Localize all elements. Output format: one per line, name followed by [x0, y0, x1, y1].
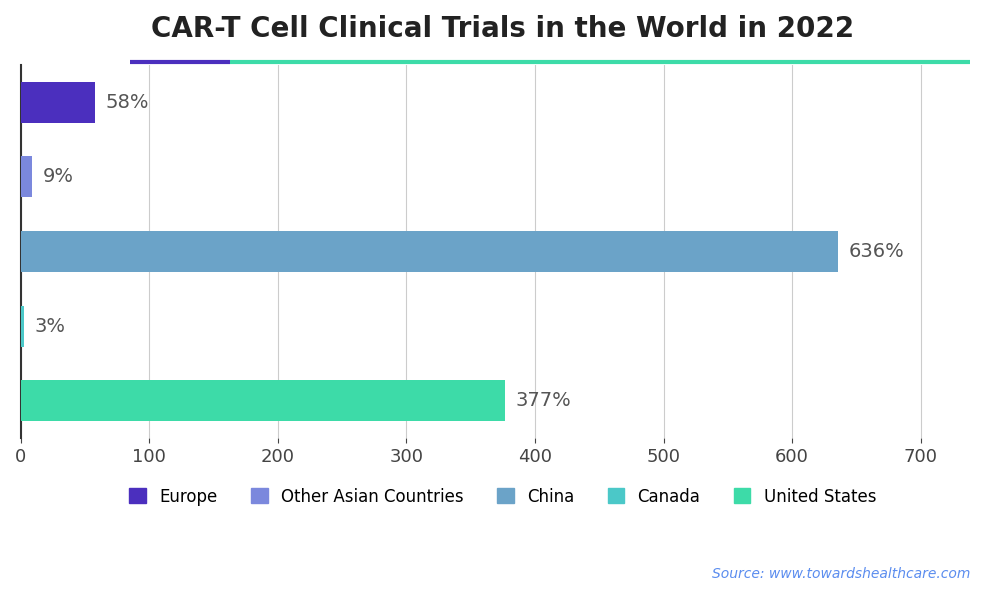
Text: 3%: 3% [35, 317, 66, 336]
Text: 9%: 9% [42, 167, 73, 186]
Title: CAR-T Cell Clinical Trials in the World in 2022: CAR-T Cell Clinical Trials in the World … [151, 15, 854, 43]
Legend: Europe, Other Asian Countries, China, Canada, United States: Europe, Other Asian Countries, China, Ca… [123, 481, 883, 512]
Bar [21, 157, 32, 197]
Text: 377%: 377% [516, 391, 571, 410]
Bar [21, 82, 95, 123]
Bar [21, 380, 505, 422]
Text: 636%: 636% [849, 242, 904, 261]
Bar [21, 306, 24, 347]
Text: 58%: 58% [105, 93, 149, 112]
Text: Source: www.towardshealthcare.com: Source: www.towardshealthcare.com [712, 567, 970, 581]
Bar [21, 231, 838, 272]
